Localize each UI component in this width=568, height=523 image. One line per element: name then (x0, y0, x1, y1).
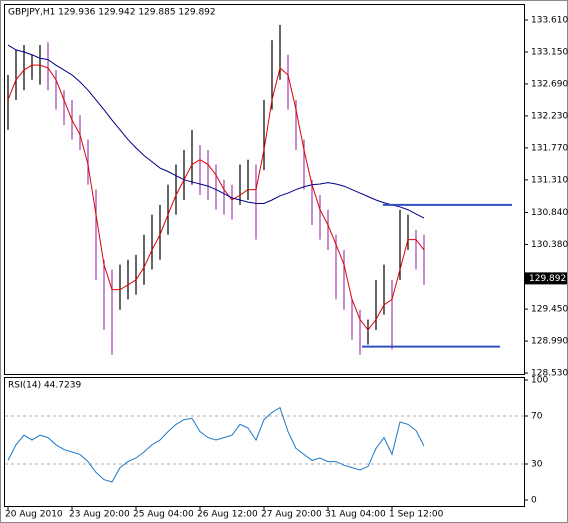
y-tick-label: 130.380 (531, 240, 568, 250)
y-tick-label: 129.450 (531, 305, 568, 315)
y-tick-label: 133.610 (531, 16, 568, 26)
y-tick-label: 30 (531, 460, 543, 470)
y-tick-label: 130.840 (531, 208, 568, 218)
x-tick-label: 25 Aug 04:00 (133, 510, 194, 520)
x-tick-label: 1 Sep 12:00 (389, 510, 444, 520)
rsi-title: RSI(14) 44.7239 (8, 381, 81, 391)
y-tick-label: 131.310 (531, 175, 568, 185)
rsi-line (7, 406, 425, 483)
chart-title: GBPJPY,H1 129.936 129.942 129.885 129.89… (8, 8, 216, 18)
moving-average (7, 64, 425, 331)
y-tick-label: 132.690 (531, 79, 568, 89)
y-tick-label: 133.150 (531, 47, 568, 57)
y-tick-label: 132.230 (531, 111, 568, 121)
last-price-label: 129.892 (529, 274, 566, 284)
moving-average (7, 44, 425, 219)
x-tick-label: 26 Aug 12:00 (197, 510, 258, 520)
y-tick-label: 128.530 (531, 369, 568, 379)
x-tick-label: 31 Aug 04:00 (325, 510, 386, 520)
y-tick-label: 128.990 (531, 337, 568, 347)
y-tick-label: 0 (531, 496, 537, 506)
y-tick-label: 100 (531, 376, 548, 386)
y-tick-label: 131.770 (531, 143, 568, 153)
x-tick-label: 20 Aug 2010 (5, 510, 63, 520)
rsi-panel (4, 377, 525, 507)
y-tick-label: 70 (531, 412, 543, 422)
price-panel (4, 4, 525, 375)
x-tick-label: 27 Aug 20:00 (261, 510, 322, 520)
last-price-box (525, 272, 567, 285)
x-tick-label: 23 Aug 20:00 (69, 510, 130, 520)
